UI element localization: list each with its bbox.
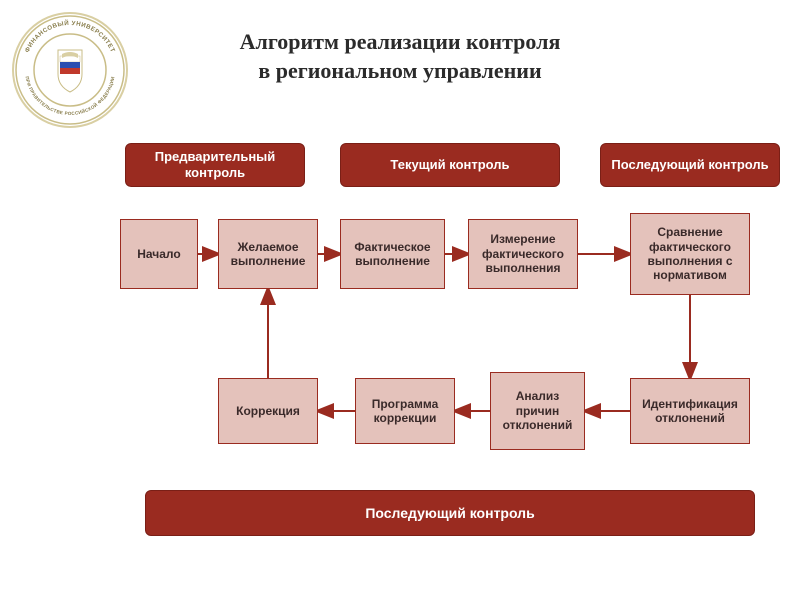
flow-correction: Коррекция [218,378,318,444]
hdr-next: Последующий контроль [600,143,780,187]
flow-desired-label: Желаемое выполнение [223,240,313,269]
hdr-prelim-label: Предварительный контроль [134,149,296,180]
flow-identify-label: Идентификация отклонений [635,397,745,426]
flow-compare: Сравнение фактического выполнения с норм… [630,213,750,295]
hdr-current-label: Текущий контроль [390,157,509,173]
hdr-prelim: Предварительный контроль [125,143,305,187]
diagram-stage: Предварительный контроль Текущий контроль… [0,0,800,600]
hdr-current: Текущий контроль [340,143,560,187]
flow-measure: Измерение фактического выполнения [468,219,578,289]
flow-desired: Желаемое выполнение [218,219,318,289]
hdr-next-label: Последующий контроль [611,157,768,173]
flow-actual-label: Фактическое выполнение [345,240,440,269]
flow-correction-label: Коррекция [236,404,300,418]
footer-box: Последующий контроль [145,490,755,536]
flow-analysis-label: Анализ причин отклонений [495,389,580,432]
flow-program: Программа коррекции [355,378,455,444]
flow-analysis: Анализ причин отклонений [490,372,585,450]
footer-label: Последующий контроль [365,505,534,521]
flow-start-label: Начало [137,247,180,261]
flow-compare-label: Сравнение фактического выполнения с норм… [635,225,745,283]
flow-start: Начало [120,219,198,289]
flow-identify: Идентификация отклонений [630,378,750,444]
flow-actual: Фактическое выполнение [340,219,445,289]
flow-program-label: Программа коррекции [360,397,450,426]
flow-measure-label: Измерение фактического выполнения [473,232,573,275]
